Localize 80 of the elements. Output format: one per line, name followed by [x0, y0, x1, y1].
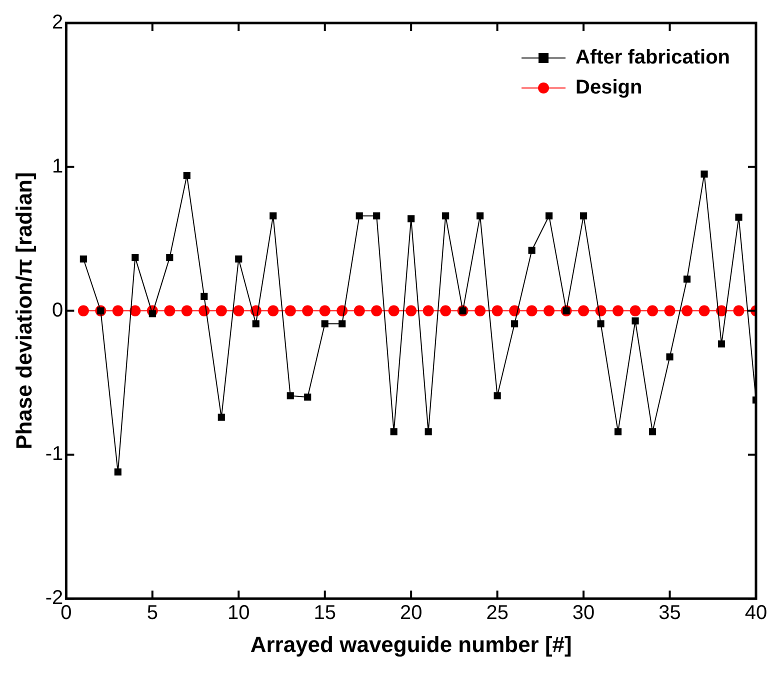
point: [78, 305, 89, 316]
point: [284, 305, 296, 316]
point: [354, 305, 365, 316]
point: [408, 215, 415, 222]
point: [612, 305, 624, 316]
x-tick-label: 20: [400, 602, 422, 624]
point: [528, 246, 536, 254]
legend-label: Design: [576, 76, 642, 99]
y-tick-label: -1: [45, 443, 64, 466]
point: [698, 305, 710, 316]
point: [578, 305, 590, 316]
point: [235, 255, 242, 263]
point: [270, 212, 277, 220]
point: [338, 320, 346, 328]
point: [304, 394, 312, 401]
point: [218, 414, 225, 421]
point: [442, 212, 450, 220]
point: [735, 214, 742, 221]
y-tick-label: 0: [52, 299, 64, 322]
point: [474, 305, 486, 316]
y-tick-label: 2: [52, 12, 64, 34]
point: [183, 172, 190, 180]
point: [390, 428, 398, 436]
point: [492, 305, 503, 316]
x-tick-label: 35: [658, 602, 681, 624]
point: [718, 340, 726, 348]
point: [268, 305, 279, 316]
point: [614, 428, 622, 436]
point: [114, 468, 122, 476]
point: [406, 305, 417, 316]
point: [252, 320, 260, 328]
point: [130, 305, 141, 316]
point: [80, 255, 87, 263]
point: [164, 305, 176, 316]
x-axis-title: Arrayed waveguide number [#]: [250, 632, 572, 657]
x-tick-label: 30: [572, 602, 595, 624]
point: [302, 305, 314, 316]
point: [666, 353, 674, 360]
point: [683, 276, 691, 283]
point: [632, 317, 639, 324]
point: [546, 212, 553, 220]
point: [356, 212, 363, 220]
x-tick-label: 15: [314, 602, 336, 624]
point: [373, 212, 380, 220]
point: [440, 305, 452, 316]
point: [648, 428, 656, 436]
point: [700, 170, 708, 178]
x-tick-label: 40: [744, 602, 768, 624]
point: [664, 305, 676, 316]
point: [200, 292, 208, 300]
point: [286, 392, 294, 400]
point: [319, 305, 330, 316]
point: [630, 305, 641, 316]
x-tick-label: 10: [228, 602, 250, 624]
point: [733, 305, 744, 316]
point: [166, 254, 174, 262]
point: [371, 305, 382, 316]
y-axis-title: Phase deviation/π [radian]: [11, 172, 36, 450]
point: [321, 320, 328, 328]
point: [112, 305, 124, 316]
point: [580, 212, 588, 220]
point: [422, 305, 434, 316]
point: [233, 305, 244, 316]
point: [511, 320, 518, 328]
point: [424, 428, 432, 436]
point: [388, 305, 400, 316]
x-tick-label: 25: [486, 602, 508, 624]
point: [494, 392, 501, 400]
point: [647, 305, 658, 316]
point: [682, 305, 693, 316]
point: [181, 305, 192, 316]
point: [476, 212, 484, 220]
y-tick-label: 1: [52, 155, 64, 178]
x-tick-label: 5: [146, 602, 158, 624]
point: [597, 320, 604, 328]
point: [132, 254, 139, 262]
legend-label: After fabrication: [576, 46, 730, 69]
point: [544, 305, 555, 316]
point: [526, 305, 538, 316]
point: [216, 305, 227, 316]
